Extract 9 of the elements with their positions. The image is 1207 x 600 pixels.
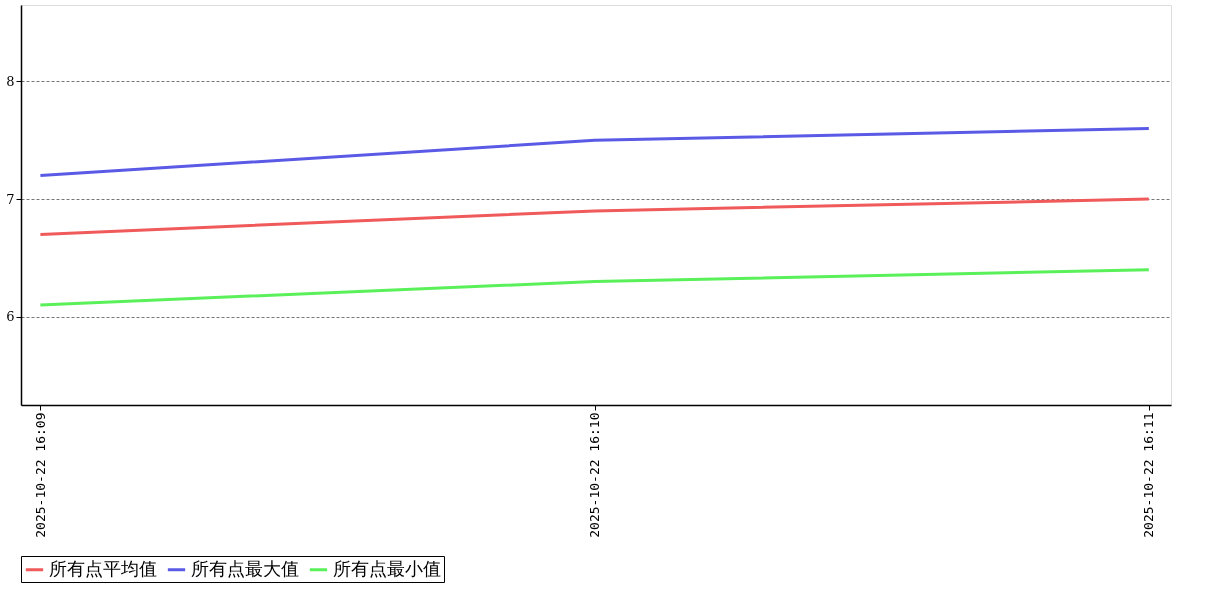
x-tick-label: 2025-10-22 16:11 xyxy=(1141,412,1157,538)
y-tick-label: 6 xyxy=(6,309,15,325)
legend-label: 所有点平均值 xyxy=(49,557,157,579)
y-tick-label: 8 xyxy=(6,73,15,89)
x-tick-label: 2025-10-22 16:10 xyxy=(587,412,603,538)
legend-label: 所有点最小值 xyxy=(333,557,441,579)
legend-label: 所有点最大值 xyxy=(191,557,299,579)
x-tick-label: 2025-10-22 16:09 xyxy=(32,412,48,538)
y-tick-label: 7 xyxy=(6,191,15,207)
